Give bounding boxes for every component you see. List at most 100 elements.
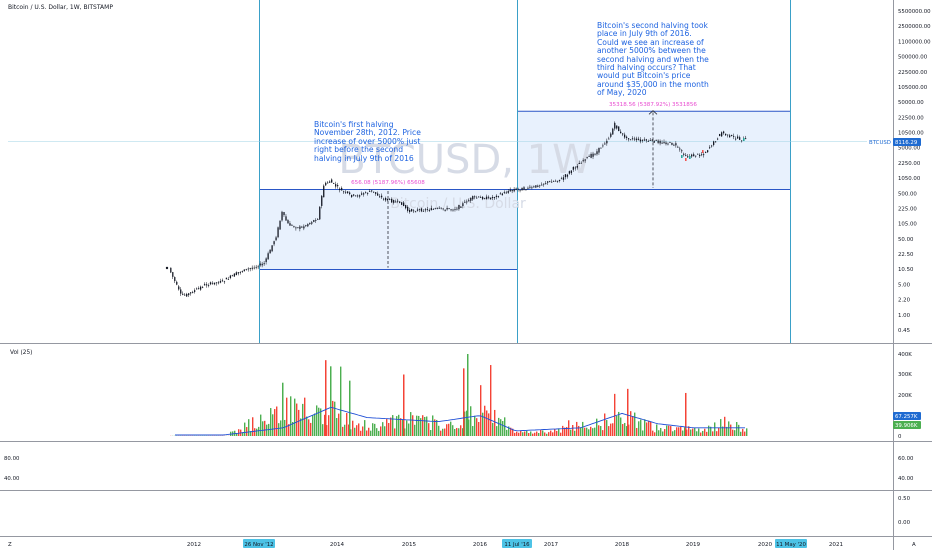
candle-down <box>219 281 222 283</box>
price-tick-label: 10500.00 <box>898 131 924 137</box>
price-tick-label: 0.45 <box>898 328 910 334</box>
candle-up <box>503 191 505 193</box>
candle-up <box>693 154 695 157</box>
candle-up <box>434 208 436 210</box>
candle-down <box>489 197 492 200</box>
volume-bar-down <box>590 426 592 436</box>
volume-value-badge[interactable]: 67.257K <box>893 412 921 420</box>
volume-bar-up <box>432 415 434 436</box>
volume-bar-down <box>380 426 382 436</box>
candle-up <box>509 189 511 192</box>
volume-bar-down <box>718 427 720 436</box>
volume-ma-badge[interactable]: 39.906K <box>893 421 921 429</box>
candle-up <box>399 201 401 203</box>
candle-down <box>519 189 521 191</box>
candle-up <box>535 185 537 188</box>
candle-up <box>291 224 293 226</box>
candle-down <box>442 208 444 210</box>
candle-up <box>472 196 474 200</box>
second-halving-annotation[interactable]: Bitcoin's second halving took place in J… <box>597 21 709 98</box>
volume-bar-up <box>250 431 252 436</box>
volume-bar-down <box>400 418 402 436</box>
date-badge-halving-1[interactable]: 26 Nov '12 <box>243 539 275 548</box>
candle-down <box>353 194 355 196</box>
candle-down <box>407 206 409 211</box>
volume-bar-up <box>402 419 404 436</box>
candle-up <box>604 143 606 145</box>
volume-bar-up <box>316 405 318 436</box>
volume-bar-down <box>550 430 552 436</box>
candle-up <box>420 208 423 212</box>
first-halving-annotation[interactable]: Bitcoin's first halving November 28th, 2… <box>314 120 421 163</box>
candle-up <box>327 182 329 184</box>
candle-up <box>297 227 299 229</box>
volume-bar-up <box>372 423 374 436</box>
candle-up <box>476 197 478 199</box>
candle-down <box>499 193 502 195</box>
candle-up <box>409 209 411 213</box>
volume-bar-spike <box>467 354 469 436</box>
volume-bar-down <box>692 428 694 436</box>
measure-label-2: 35318.56 (5387.92%) 3531856 <box>609 102 697 108</box>
volume-bar-up <box>728 421 730 436</box>
volume-bar-down <box>358 423 360 436</box>
candle-up <box>564 174 567 178</box>
volume-bar-down <box>238 429 240 436</box>
volume-bar-up <box>542 430 544 436</box>
volume-bar-down <box>412 415 414 436</box>
volume-bar-down <box>724 416 726 436</box>
volume-bar-down <box>274 409 276 436</box>
volume-bar-up <box>454 428 456 436</box>
volume-bar-down <box>584 427 586 436</box>
date-badge-halving-2[interactable]: 11 Jul '16 <box>502 539 532 548</box>
price-ticker-badge[interactable]: BTCUSD <box>867 138 893 146</box>
volume-ma-badge-text: 39.906K <box>895 423 918 429</box>
volume-bar-down <box>680 426 682 436</box>
candle-up <box>545 183 547 185</box>
candle-up <box>468 200 470 202</box>
candle-down <box>531 187 533 189</box>
price-tick-label: 22500.00 <box>898 115 924 121</box>
volume-bar-up <box>314 413 316 436</box>
candle-up <box>602 145 604 147</box>
volume-bar-down <box>348 424 350 436</box>
candle-down <box>343 191 345 193</box>
candle-down <box>243 269 245 272</box>
candle-down <box>481 196 484 200</box>
candle-up <box>485 196 488 200</box>
candle-up <box>301 226 303 228</box>
candle-up <box>493 197 496 199</box>
candle-down <box>405 205 407 209</box>
volume-bar-up <box>438 425 440 436</box>
candle-down <box>257 266 259 268</box>
watermark-name: Bitcoin / U.S. Dollar <box>390 196 526 212</box>
candle-up <box>568 171 571 174</box>
candle-up <box>572 166 574 170</box>
price-tick-label: 1050.00 <box>898 176 921 182</box>
date-badge-halving-3[interactable]: 11 May '20 <box>775 539 807 548</box>
candle-up <box>699 154 701 157</box>
candle-up <box>735 138 737 140</box>
candle-down <box>335 184 337 187</box>
volume-bar-down <box>700 432 702 436</box>
candle-up <box>438 207 440 209</box>
volume-bar-down <box>484 405 486 436</box>
candle-up <box>539 185 541 187</box>
candle-up <box>267 253 269 260</box>
volume-bar-down <box>510 427 512 436</box>
volume-bar-down <box>744 431 746 436</box>
price-tick-label: 5000.00 <box>898 146 921 152</box>
price-value-badge[interactable]: 8116.29 <box>893 138 921 146</box>
candle-up <box>558 179 561 181</box>
candle-down <box>677 146 679 148</box>
candle-down <box>651 139 653 141</box>
candle-up <box>590 153 592 158</box>
candle-down <box>582 160 584 162</box>
candle-down <box>351 194 353 198</box>
volume-bar-up <box>500 419 502 436</box>
candle-down <box>623 134 626 138</box>
candle-up <box>511 190 513 192</box>
candle-up <box>195 288 198 290</box>
